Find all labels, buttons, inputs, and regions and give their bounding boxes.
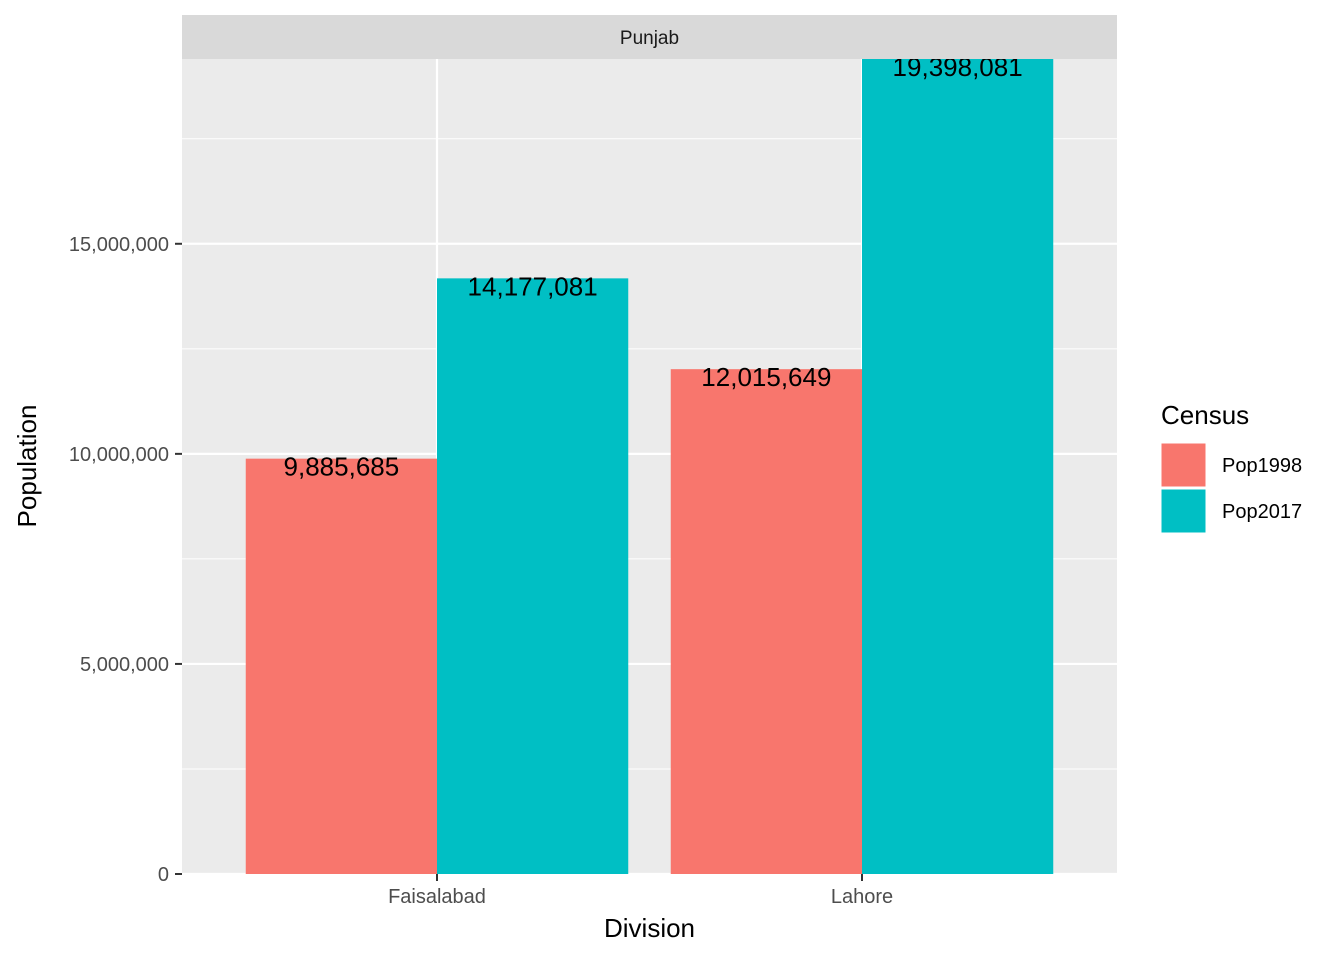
y-tick-label: 15,000,000 — [69, 234, 169, 256]
x-tick-label-faisalabad: Faisalabad — [388, 886, 486, 908]
legend-key-pop1998 — [1160, 442, 1207, 488]
y-tick-label: 10,000,000 — [69, 444, 169, 466]
bar-faisalabad-pop2017 — [437, 278, 629, 874]
axes: 0 5,000,000 10,000,000 15,000,000 Faisalabad… — [69, 234, 893, 908]
legend-key-pop2017 — [1160, 488, 1207, 534]
x-axis-title: Division — [604, 913, 695, 943]
bar-faisalabad-pop1998 — [245, 458, 437, 874]
data-label-faisalabad-pop1998: 9,885,685 — [284, 452, 400, 482]
bar-lahore-pop2017 — [862, 59, 1054, 874]
bars — [245, 59, 1054, 874]
x-tick-label-lahore: Lahore — [831, 886, 893, 908]
data-label-lahore-pop1998: 12,015,649 — [701, 362, 831, 392]
data-label-faisalabad-pop2017: 14,177,081 — [468, 271, 598, 301]
legend-title: Census — [1161, 400, 1249, 430]
facet-strip — [182, 15, 1117, 59]
legend-label-pop1998: Pop1998 — [1222, 455, 1302, 477]
bar-lahore-pop1998 — [670, 369, 862, 874]
legend: Census Pop1998 Pop2017 — [1160, 400, 1302, 534]
facet-strip-label: Punjab — [620, 28, 679, 49]
y-axis-title: Population — [12, 405, 42, 528]
legend-label-pop2017: Pop2017 — [1222, 501, 1302, 523]
y-tick-label: 5,000,000 — [80, 654, 169, 676]
y-tick-label: 0 — [158, 864, 169, 886]
